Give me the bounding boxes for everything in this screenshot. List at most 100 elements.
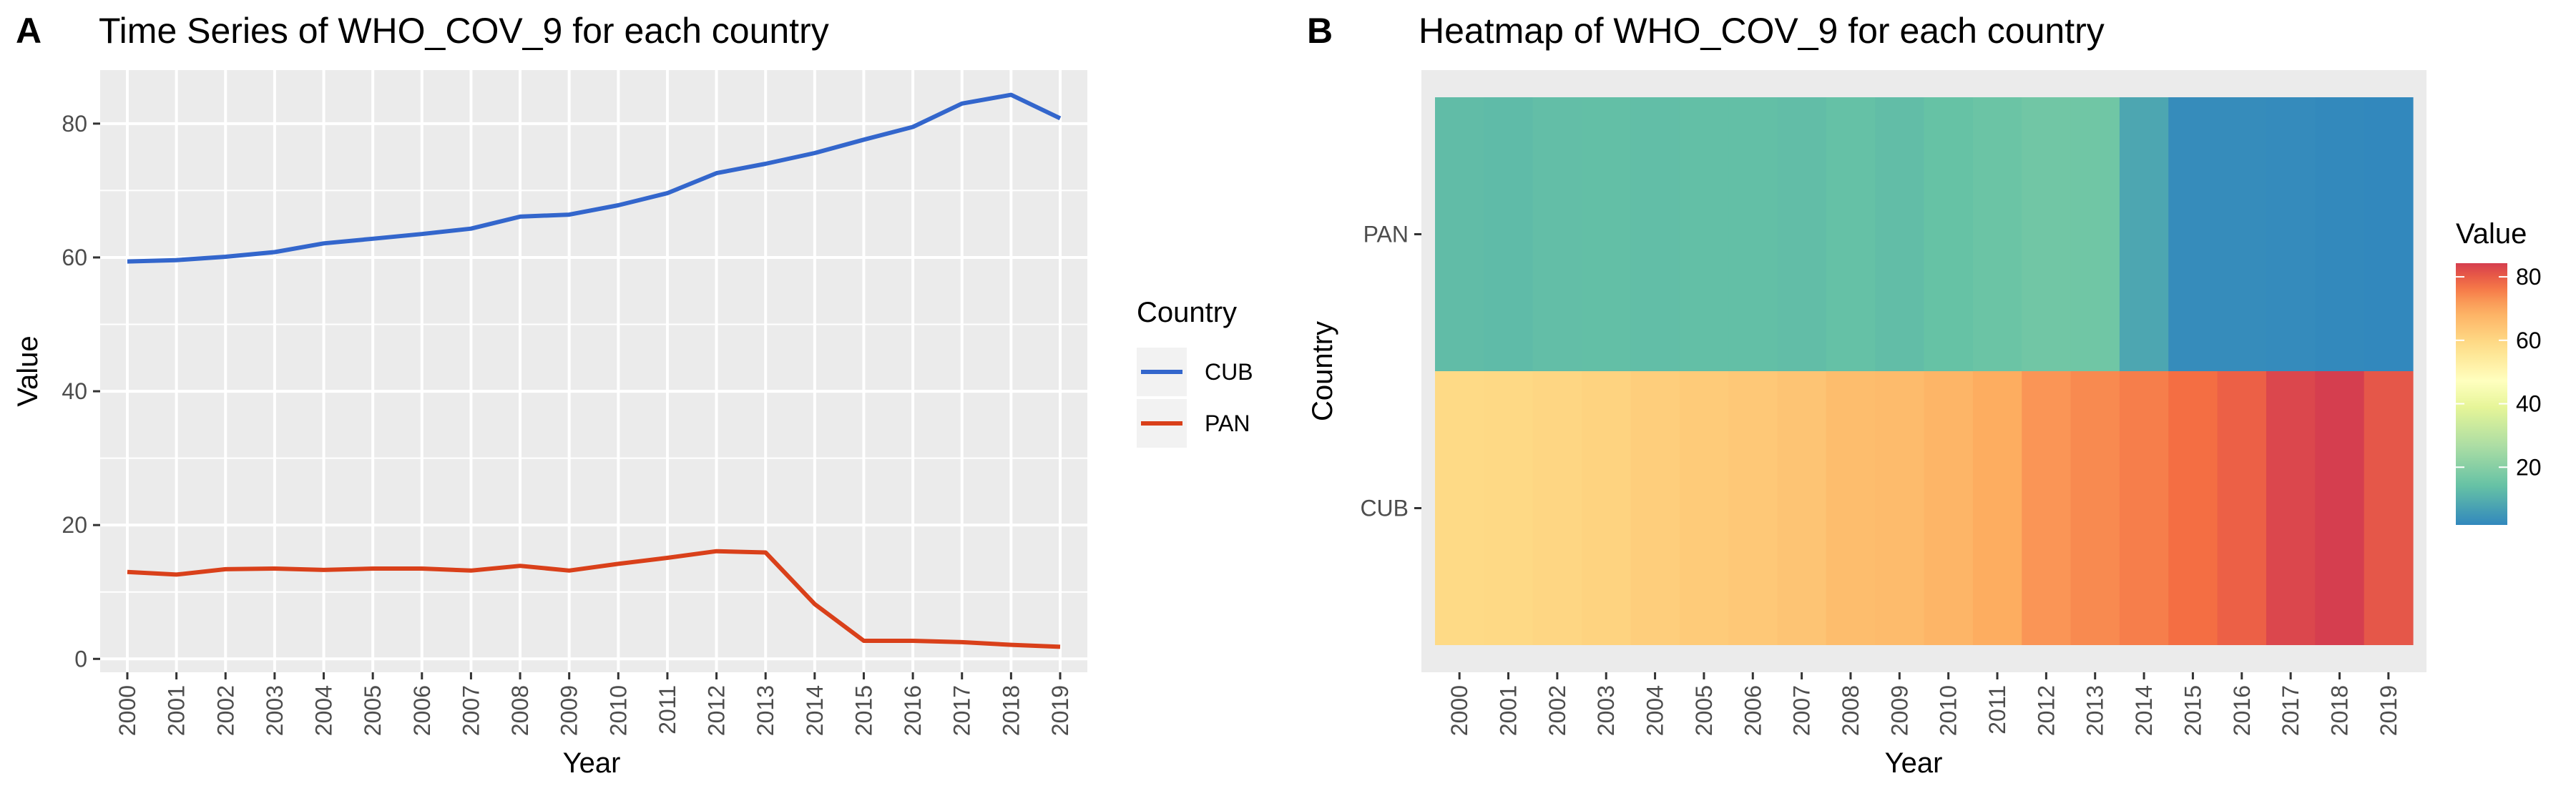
y-tick-label: CUB	[1360, 496, 1409, 521]
y-tick-label: 20	[62, 512, 87, 538]
x-tick-label: 2006	[409, 685, 435, 736]
panel-b-letter: B	[1307, 11, 1333, 51]
heatmap-tile-pan	[2168, 97, 2218, 371]
heatmap-tile-cub	[2119, 371, 2169, 645]
chart-b-colorbar	[2456, 263, 2507, 525]
x-tick-label: 2006	[1740, 685, 1766, 736]
x-tick-label: 2008	[507, 685, 533, 736]
colorbar-tick-label: 40	[2516, 391, 2542, 417]
heatmap-tile-pan	[2119, 97, 2169, 371]
x-tick-label: 2019	[1047, 685, 1073, 736]
x-tick-label: 2015	[851, 685, 876, 736]
x-tick-label: 2007	[1789, 685, 1815, 736]
heatmap-tile-pan	[2315, 97, 2365, 371]
x-tick-label: 2018	[2326, 685, 2352, 736]
heatmap-tile-cub	[2266, 371, 2316, 645]
x-tick-label: 2018	[998, 685, 1024, 736]
chart-a-x-axis-title: Year	[563, 747, 621, 779]
chart-b-heatmap-tiles	[1435, 97, 2414, 645]
x-tick-label: 2017	[949, 685, 975, 736]
heatmap-tile-pan	[1435, 97, 1484, 371]
series-line-pan	[127, 549, 1061, 649]
chart-b-x-axis: 2000 2001 2002 2003 2004 2005 2006 2007 2008 2009…	[1446, 672, 2401, 736]
heatmap-tile-cub	[2217, 371, 2267, 645]
heatmap-tile-pan	[2217, 97, 2267, 371]
chart-a-legend: CUB PAN	[1137, 348, 1253, 448]
x-tick-label: 2003	[1593, 685, 1619, 736]
heatmap-tile-pan	[1826, 97, 1876, 371]
heatmap-tile-pan	[1875, 97, 1925, 371]
x-tick-label: 2003	[262, 685, 288, 736]
x-tick-label: 2005	[360, 685, 386, 736]
heatmap-tile-pan	[1924, 97, 1974, 371]
x-tick-label: 2014	[2131, 685, 2157, 736]
heatmap-tile-cub	[2364, 371, 2414, 645]
heatmap-tile-cub	[1924, 371, 1974, 645]
x-tick-label: 2015	[2180, 685, 2205, 736]
heatmap-tile-cub	[1777, 371, 1827, 645]
heatmap-tile-pan	[2070, 97, 2120, 371]
x-tick-label: 2010	[605, 685, 631, 736]
colorbar-tick-label: 60	[2516, 328, 2542, 353]
chart-b-colorbar-title: Value	[2456, 218, 2527, 250]
heatmap-tile-cub	[2168, 371, 2218, 645]
y-tick-label: 0	[74, 646, 87, 672]
chart-a-legend-title: Country	[1137, 297, 1237, 328]
heatmap-tile-cub	[1728, 371, 1778, 645]
heatmap-tile-pan	[1972, 97, 2022, 371]
heatmap-tile-pan	[1484, 97, 1534, 371]
x-tick-label: 2000	[114, 685, 140, 736]
x-tick-label: 2017	[2278, 685, 2303, 736]
heatmap-tile-pan	[2364, 97, 2414, 371]
x-tick-label: 2002	[212, 685, 238, 736]
x-tick-label: 2004	[1642, 685, 1668, 736]
x-tick-label: 2012	[704, 685, 730, 736]
heatmap-tile-cub	[1875, 371, 1925, 645]
heatmap-tile-cub	[1972, 371, 2022, 645]
x-tick-label: 2019	[2376, 685, 2401, 736]
heatmap-tile-pan	[2022, 97, 2072, 371]
chart-a-y-axis-title: Value	[12, 335, 44, 406]
heatmap-tile-cub	[1630, 371, 1680, 645]
legend-label-pan: PAN	[1205, 411, 1250, 436]
x-tick-label: 2007	[458, 685, 484, 736]
x-tick-label: 2001	[1496, 685, 1522, 736]
heatmap-tile-cub	[2070, 371, 2120, 645]
x-tick-label: 2001	[164, 685, 190, 736]
x-tick-label: 2012	[2033, 685, 2059, 736]
colorbar-tick-label: 80	[2516, 264, 2542, 290]
heatmap-tile-pan	[1728, 97, 1778, 371]
x-tick-label: 2014	[802, 685, 828, 736]
x-tick-label: 2004	[311, 685, 337, 736]
x-tick-label: 2005	[1691, 685, 1717, 736]
heatmap-tile-cub	[1582, 371, 1631, 645]
heatmap-tile-pan	[1582, 97, 1631, 371]
x-tick-label: 2008	[1838, 685, 1864, 736]
chart-a-title: Time Series of WHO_COV_9 for each countr…	[99, 11, 829, 51]
colorbar-tick-label: 20	[2516, 454, 2542, 480]
x-tick-label: 2011	[655, 685, 680, 734]
series-line-cub	[127, 92, 1062, 264]
chart-a-y-axis: 0 20 40 60 80	[62, 111, 100, 672]
heatmap-tile-cub	[2315, 371, 2365, 645]
panel-a-letter: A	[16, 11, 41, 51]
x-tick-label: 2000	[1446, 685, 1472, 736]
x-tick-label: 2009	[557, 685, 582, 736]
y-tick-label: 60	[62, 245, 87, 270]
heatmap-tile-cub	[1826, 371, 1876, 645]
heatmap-tile-cub	[1484, 371, 1534, 645]
chart-b-x-axis-title: Year	[1885, 747, 1943, 779]
heatmap-tile-pan	[1777, 97, 1827, 371]
x-tick-label: 2002	[1544, 685, 1570, 736]
chart-a-series-lines	[127, 92, 1062, 649]
chart-b-colorbar-ticks: 20 40 60 80	[2456, 264, 2542, 480]
heatmap-tile-pan	[2266, 97, 2316, 371]
y-tick-label: PAN	[1363, 222, 1409, 247]
x-tick-label: 2009	[1886, 685, 1912, 736]
x-tick-label: 2011	[1984, 685, 2010, 734]
chart-b-title: Heatmap of WHO_COV_9 for each country	[1419, 11, 2105, 51]
heatmap-tile-cub	[2022, 371, 2072, 645]
x-tick-label: 2013	[753, 685, 778, 736]
chart-a-plot-background	[100, 70, 1087, 672]
